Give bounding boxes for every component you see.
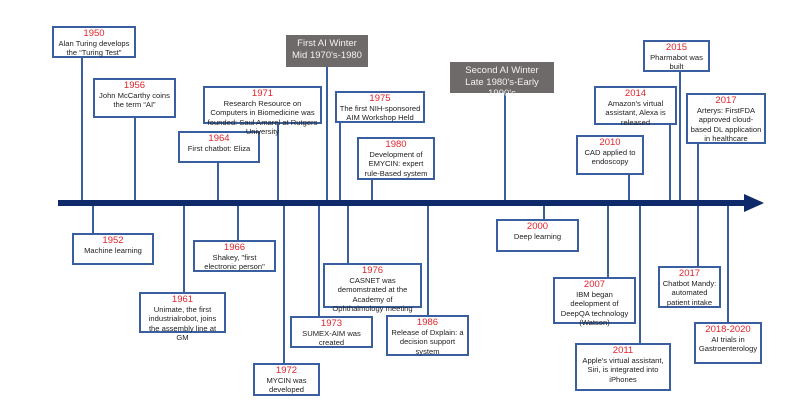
event-description: Shakey, "first electronic person" [204,253,265,272]
connector-line [371,180,373,203]
event-box-1973: 1973 SUMEX-AIM was created [290,316,373,348]
connector-line [339,123,341,203]
event-description: Amazon's virtual assistant, Alexa is rel… [605,99,666,127]
event-box-1956: 1956 John McCarthy coins the term “AI” [93,78,176,118]
event-year: 1972 [275,365,298,376]
connector-line [607,203,609,277]
event-year: 1980 [385,139,407,150]
ai-winter-box: First AI Winter Mid 1970's-1980 [286,35,368,67]
event-box-2010: 2010 CAD applied to endoscopy [576,135,644,175]
connector-line [183,203,185,292]
event-box-1964: 1964 First chatbot: Eliza [178,131,260,163]
event-year: 1986 [416,317,439,328]
event-description: First chatbot: Eliza [187,144,251,153]
connector-line [427,203,429,315]
connector-line [134,118,136,203]
event-box-2017: 2017 Arterys: FirstFDA approved cloud-bas… [686,93,766,144]
event-box-2000: 2000 Deep learning [496,219,579,252]
connector-line [237,203,239,240]
timeline-arrowhead [744,194,764,212]
event-box-1980: 1980 Development of EMYCIN: expert rule-B… [357,137,435,180]
event-year: 1975 [369,93,391,104]
event-year: 1952 [102,235,124,246]
event-year: 1956 [123,80,146,91]
connector-line [504,93,506,203]
event-description: Pharmabot was built [650,53,703,72]
event-description: Unimate, the first industrialrobot, join… [148,305,217,342]
event-box-1961: 1961 Unimate, the first industrialrobot, … [139,292,226,342]
connector-line [318,203,320,316]
event-description: Release of Dxplain: a decision support s… [391,328,464,356]
event-year: 1961 [171,294,194,305]
connector-line [543,203,545,219]
event-box-1975: 1975 The first NIH-sponsored AIM Workshop… [335,91,425,123]
connector-line [283,203,285,363]
event-description: Arterys: FirstFDA approved cloud-based D… [690,106,762,143]
event-year: 1971 [251,88,274,99]
ai-winter-title: First AI Winter [297,38,357,49]
event-year: 2011 [612,345,634,356]
event-description: Alan Turing develops the “Turing Test” [58,39,130,58]
event-year: 2007 [583,279,606,290]
event-year: 1976 [361,265,384,276]
event-year: 1973 [320,318,343,329]
event-description: The first NIH-sponsored AIM Workshop Hel… [339,104,421,123]
event-description: Development of EMYCIN: expert rule-Based… [364,150,428,178]
timeline-axis [58,200,748,206]
connector-line [679,72,681,203]
ai-winter-box: Second AI Winter Late 1980's-Early 1990's [450,62,554,99]
event-description: Chatbot Mandy: automated patient intake [662,279,717,307]
event-box-2018-2020: 2018-2020 AI trials in Gastroenterology [694,322,762,364]
connector-line [628,175,630,203]
ai-winter-period: Mid 1970's-1980 [292,49,362,61]
event-year: 2017 [678,268,701,279]
connector-line [81,58,83,203]
event-year: 2010 [599,137,621,148]
event-year: 1966 [223,242,246,253]
connector-line [92,203,94,233]
event-box-2007: 2007 IBM began deelopment of DeepQA techn… [553,277,636,327]
event-description: Machine learning [84,246,142,255]
event-box-1986: 1986 Release of Dxplain: a decision suppo… [386,315,469,356]
event-box-1966: 1966 Shakey, "first electronic person" [193,240,276,272]
event-box-1972: 1972 MYCIN was developed [253,363,320,396]
event-box-1976: 1976 CASNET was demomstrated at the Acade… [323,263,422,313]
event-box-1971: 1971 Research Resource on Computers in Bi… [203,86,322,136]
event-description: Apple's virtual assistant, Siri, is inte… [582,356,664,384]
connector-line [697,144,699,203]
event-box-2011: 2011 Apple's virtual assistant, Siri, is … [575,343,671,391]
event-description: SUMEX-AIM was created [302,329,361,348]
connector-line [217,163,219,203]
event-year: 2017 [715,95,737,106]
event-description: CASNET was demomstrated at the Academy o… [332,276,413,313]
event-description: Research Resource on Computers in Biomed… [207,99,318,136]
event-box-2014: 2014 Amazon's virtual assistant, Alexa is… [594,86,677,127]
event-description: John McCarthy coins the term “AI” [99,91,170,110]
event-year: 2014 [624,88,647,99]
connector-line [697,203,699,266]
event-description: Deep learning [513,232,562,241]
connector-line [727,203,729,322]
connector-line [277,124,279,203]
connector-line [347,203,349,263]
event-year: 1964 [208,133,230,144]
event-description: MYCIN was developed [266,376,307,395]
event-year: 1950 [83,28,105,39]
connector-line [669,125,671,203]
event-year: 2015 [665,42,688,53]
event-description: IBM began deelopment of DeepQA technolog… [560,290,629,327]
event-box-1950: 1950 Alan Turing develops the “Turing Tes… [52,26,136,58]
event-box-1952: 1952 Machine learning [72,233,154,265]
ai-winter-title: Second AI Winter [465,65,539,76]
event-description: CAD applied to endoscopy [584,148,636,167]
event-year: 2000 [526,221,549,232]
connector-line [639,203,641,343]
event-box-2015: 2015 Pharmabot was built [643,40,710,72]
ai-winter-period: Late 1980's-Early 1990's [465,76,539,100]
event-description: AI trials in Gastroenterology [698,335,758,354]
event-year: 2018-2020 [705,324,751,335]
connector-line [326,67,328,203]
event-box-2017: 2017 Chatbot Mandy: automated patient int… [658,266,721,308]
